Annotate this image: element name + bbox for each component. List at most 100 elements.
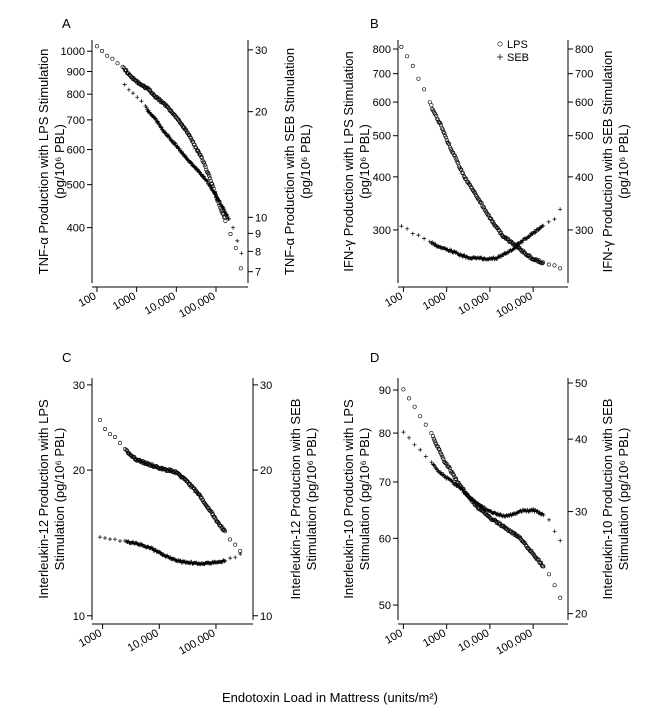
data-point-seb (470, 496, 475, 501)
data-point-seb (558, 538, 563, 543)
data-point-seb (224, 212, 229, 217)
data-point-lps (459, 167, 464, 172)
y-right-axis-title-line: (pg/10⁶ PBL) (616, 124, 631, 199)
data-point-lps (438, 121, 443, 126)
y-left-tick-label: 800 (67, 89, 85, 101)
data-point-lps (540, 261, 545, 266)
data-point-seb (410, 231, 415, 236)
data-point-seb (547, 517, 551, 522)
data-point-lps (429, 103, 434, 108)
data-point-lps (442, 131, 447, 136)
data-point-lps (423, 422, 428, 427)
y-right-axis-title: Interleukin-10 Production with SEBStimul… (600, 399, 631, 600)
y-left-tick-label: 1000 (61, 46, 85, 58)
x-tick-label: 1000 (421, 290, 448, 313)
data-point-lps (454, 476, 459, 481)
data-point-lps (401, 387, 406, 392)
data-point-seb (177, 147, 182, 151)
data-point-seb (150, 546, 155, 551)
data-point-seb (512, 245, 517, 250)
data-point-seb (407, 435, 411, 440)
data-point-lps (496, 227, 501, 232)
y-left-tick-label: 80 (379, 428, 391, 440)
data-point-seb (433, 242, 438, 247)
data-point-seb (131, 91, 135, 96)
data-point-lps (488, 216, 493, 221)
data-point-lps (541, 260, 546, 265)
y-left-axis-title: Interleukin-12 Production with LPSStimul… (36, 399, 67, 599)
data-point-lps (210, 182, 215, 187)
data-point-lps (507, 239, 512, 244)
data-point-lps (233, 542, 238, 547)
y-right-axis-title-line: Stimulation (pg/10⁶ PBL) (616, 428, 631, 571)
data-point-seb (175, 144, 180, 149)
data-point-seb (213, 192, 218, 197)
y-left-axis-title-line: Stimulation (pg/10⁶ PBL) (357, 428, 372, 571)
y-left-axis-title: IFN-γ Production with LPS Stimulation(pg… (341, 51, 372, 271)
y-right-tick-label: 300 (575, 225, 593, 237)
data-point-seb (215, 196, 220, 201)
data-point-lps (152, 94, 157, 99)
data-point-seb (239, 251, 244, 256)
data-point-lps (207, 174, 212, 179)
data-point-lps (427, 100, 432, 105)
data-point-seb (118, 539, 122, 543)
data-point-seb (217, 199, 222, 204)
y-right-tick-label: 600 (575, 97, 593, 109)
y-left-tick-label: 600 (67, 145, 85, 157)
y-right-tick-label: 700 (575, 69, 593, 81)
data-point-lps (439, 453, 444, 458)
data-point-lps (221, 528, 226, 533)
data-point-lps (546, 572, 551, 577)
x-tick-label: 10,000 (456, 627, 491, 654)
data-point-lps (233, 245, 238, 250)
y-right-tick-label: 50 (575, 378, 587, 390)
x-tick-label: 10,000 (143, 290, 178, 317)
data-point-lps (412, 404, 417, 409)
data-point-seb (172, 140, 177, 145)
data-point-seb (482, 505, 487, 509)
y-left-axis-title-line: (pg/10⁶ PBL) (357, 124, 372, 199)
y-right-tick-label: 9 (255, 228, 261, 240)
y-right-tick-label: 20 (255, 107, 267, 119)
y-right-tick-label: 7 (255, 267, 261, 279)
data-point-seb (418, 447, 423, 452)
data-point-lps (460, 171, 465, 176)
data-point-lps (188, 136, 193, 141)
data-point-seb (439, 470, 443, 475)
data-point-lps (206, 171, 211, 176)
data-point-seb (139, 99, 144, 104)
data-point-lps (228, 537, 233, 542)
data-point-lps (500, 234, 505, 239)
data-point-seb (178, 558, 183, 563)
y-right-tick-label: 10 (260, 611, 272, 623)
x-tick-label: 1000 (421, 627, 448, 650)
data-point-lps (228, 232, 233, 237)
y-left-tick-label: 90 (379, 385, 391, 397)
y-left-tick-label: 900 (67, 67, 85, 79)
data-point-seb (422, 236, 427, 241)
data-point-seb (533, 230, 538, 234)
data-point-lps (546, 262, 551, 267)
data-point-seb (467, 495, 472, 500)
data-point-seb (201, 174, 206, 179)
data-point-lps (108, 432, 113, 437)
data-point-seb (459, 487, 464, 491)
data-point-seb (412, 442, 417, 447)
data-point-lps (469, 186, 474, 191)
data-point-seb (531, 507, 535, 512)
x-tick-label: 100,000 (494, 627, 534, 657)
data-point-lps (179, 475, 184, 480)
data-point-lps (558, 595, 563, 600)
data-point-seb (235, 238, 240, 243)
data-point-lps (432, 438, 437, 443)
data-point-lps (453, 155, 458, 160)
data-point-seb (449, 248, 454, 253)
y-left-tick-label: 600 (373, 97, 391, 109)
y-left-tick-label: 300 (373, 225, 391, 237)
data-point-seb (536, 228, 541, 232)
panel-label: A (62, 16, 71, 31)
y-left-tick-label: 500 (67, 180, 85, 192)
data-point-lps (498, 523, 503, 528)
